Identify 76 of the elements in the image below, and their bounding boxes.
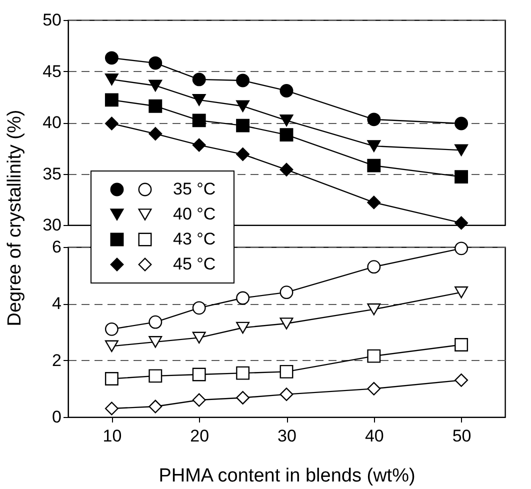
point	[148, 56, 162, 70]
point	[236, 118, 250, 132]
point	[236, 148, 250, 161]
point	[367, 260, 381, 274]
point	[236, 322, 250, 334]
point	[104, 372, 118, 386]
point	[104, 340, 118, 352]
point	[104, 402, 118, 416]
point	[454, 373, 468, 387]
point	[192, 301, 206, 315]
point	[280, 364, 294, 378]
legend-label: 35 °C	[173, 180, 216, 198]
x-tick-label: 50	[452, 426, 472, 446]
point	[367, 112, 381, 126]
point	[236, 391, 250, 404]
point	[192, 94, 206, 106]
point	[280, 114, 294, 126]
x-axis-title: PHMA content in blends (wt%)	[158, 466, 416, 486]
point	[192, 332, 206, 344]
point	[104, 51, 118, 65]
y-tick-label: 50	[42, 10, 62, 30]
x-tick-label: 30	[278, 426, 296, 446]
y-tick-label: 6	[52, 238, 62, 256]
y-tick-label: 4	[52, 294, 62, 314]
point	[367, 349, 381, 363]
y-tick-label: 30	[42, 216, 62, 234]
point	[104, 74, 118, 86]
point	[454, 170, 468, 184]
y-axis-title: Degree of crystallinity (%)	[4, 110, 26, 326]
legend-label: 40 °C	[173, 204, 216, 224]
point	[367, 158, 381, 172]
point	[236, 74, 250, 88]
x-tick-label: 10	[102, 426, 122, 446]
point	[192, 393, 206, 407]
point	[454, 216, 468, 230]
point	[454, 116, 468, 130]
point	[280, 84, 294, 98]
point	[280, 162, 294, 176]
point	[192, 114, 206, 128]
point	[148, 127, 162, 140]
point	[148, 315, 162, 329]
point	[367, 303, 381, 316]
point	[236, 291, 250, 305]
point	[454, 242, 468, 256]
point	[148, 336, 162, 348]
point	[280, 128, 294, 142]
point	[148, 99, 162, 113]
point	[280, 318, 294, 330]
point	[104, 322, 118, 336]
point	[148, 80, 162, 92]
point	[236, 100, 250, 112]
point	[236, 366, 250, 380]
x-tick-label: 20	[190, 426, 210, 446]
y-tick-label: 35	[42, 164, 62, 184]
legend-label: 45 °C	[173, 254, 216, 274]
point	[454, 144, 468, 156]
point	[104, 116, 118, 130]
y-tick-label: 45	[42, 62, 62, 81]
point	[192, 72, 206, 86]
point	[367, 140, 381, 152]
point	[192, 368, 206, 382]
x-tick-label: 40	[364, 426, 384, 446]
y-tick-label: 0	[52, 408, 62, 426]
point	[148, 400, 162, 414]
point	[367, 382, 381, 396]
point	[454, 338, 468, 352]
point	[148, 369, 162, 383]
point	[192, 138, 206, 152]
y-tick-label: 2	[52, 350, 62, 370]
legend-label: 43 °C	[173, 230, 216, 248]
point	[104, 93, 118, 107]
point	[454, 286, 468, 298]
point	[367, 196, 381, 210]
point	[280, 286, 294, 300]
point	[280, 388, 294, 402]
y-tick-label: 40	[42, 113, 62, 132]
